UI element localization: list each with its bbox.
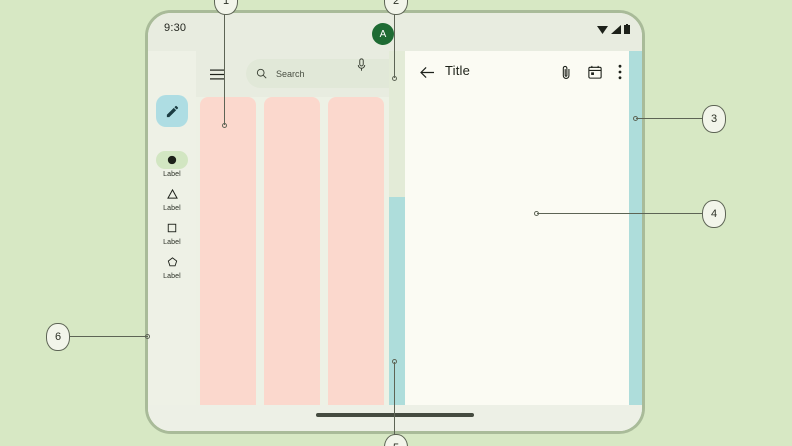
search-placeholder-text: Search: [276, 68, 305, 79]
navigation-rail-items: Label Label: [148, 151, 196, 287]
rail-item-1[interactable]: Label: [148, 151, 196, 178]
calendar-button[interactable]: [586, 63, 604, 81]
callout-6-number: 6: [54, 331, 62, 343]
device-frame: 9:30: [145, 10, 645, 434]
rail-item-3-label: Label: [163, 239, 181, 246]
status-bar-icons: [597, 24, 630, 34]
device-screen: 9:30: [148, 13, 642, 431]
list-card[interactable]: [328, 97, 384, 428]
overflow-menu-icon: [618, 64, 622, 80]
rail-item-4-indicator: [156, 253, 188, 271]
avatar[interactable]: A: [372, 23, 394, 45]
rail-item-4[interactable]: Label: [148, 253, 196, 280]
callout-6[interactable]: 6: [46, 323, 70, 351]
callout-3[interactable]: 3: [702, 105, 726, 133]
compose-fab-button[interactable]: [156, 95, 188, 127]
pane-gap: [389, 51, 405, 431]
status-bar: 9:30: [148, 13, 642, 51]
attachment-button[interactable]: [557, 63, 575, 81]
search-icon: [256, 68, 267, 79]
page-title: Title: [445, 63, 471, 78]
triangle-icon: [166, 189, 178, 199]
rail-item-1-indicator: [156, 151, 188, 169]
pane-drag-handle[interactable]: [389, 197, 405, 431]
edge-scrim[interactable]: [629, 51, 642, 431]
microphone-icon: [357, 58, 366, 71]
circle-icon: [167, 155, 177, 165]
callout-5-number: 5: [393, 442, 399, 446]
pentagon-icon: [167, 257, 177, 267]
battery-icon: [624, 24, 630, 34]
signal-icon: [611, 24, 621, 34]
callout-2-number: 2: [392, 0, 400, 7]
detail-pane: Title: [405, 51, 642, 431]
hamburger-menu-button[interactable]: [207, 64, 227, 84]
rail-item-4-label: Label: [163, 273, 181, 280]
status-bar-time: 9:30: [164, 22, 187, 34]
callout-1-number: 1: [222, 0, 230, 7]
rail-item-3-indicator: [156, 219, 188, 237]
callout-3-leader: [636, 118, 702, 119]
hamburger-menu-icon: [210, 69, 224, 79]
rail-item-1-label: Label: [163, 171, 181, 178]
callout-4-number: 4: [710, 208, 718, 220]
card-list: [196, 97, 408, 431]
list-card[interactable]: [264, 97, 320, 428]
navigation-rail: Label Label: [148, 51, 196, 431]
search-bar: Search: [196, 51, 436, 97]
calendar-icon: [588, 65, 602, 79]
attachment-paperclip-icon: [562, 65, 569, 79]
square-icon: [167, 223, 177, 233]
callout-6-leader: [68, 336, 148, 337]
back-button[interactable]: [418, 63, 436, 81]
microphone-button[interactable]: [357, 58, 366, 72]
avatar-initial: A: [379, 28, 387, 40]
rail-item-3[interactable]: Label: [148, 219, 196, 246]
rail-item-2-label: Label: [163, 205, 181, 212]
gesture-home-indicator[interactable]: [316, 413, 474, 417]
back-arrow-icon: [419, 66, 434, 78]
gesture-nav-area: [148, 405, 642, 431]
callout-4[interactable]: 4: [702, 200, 726, 228]
edit-pencil-icon: [166, 105, 178, 117]
detail-app-bar: Title: [405, 51, 642, 93]
callout-5[interactable]: 5: [384, 434, 408, 446]
rail-item-2-indicator: [156, 185, 188, 203]
wifi-icon: [597, 25, 608, 34]
rail-item-2[interactable]: Label: [148, 185, 196, 212]
callout-3-number: 3: [710, 113, 718, 125]
overflow-menu-button[interactable]: [611, 63, 629, 81]
list-card[interactable]: [200, 97, 256, 428]
list-pane: Search: [196, 51, 436, 431]
